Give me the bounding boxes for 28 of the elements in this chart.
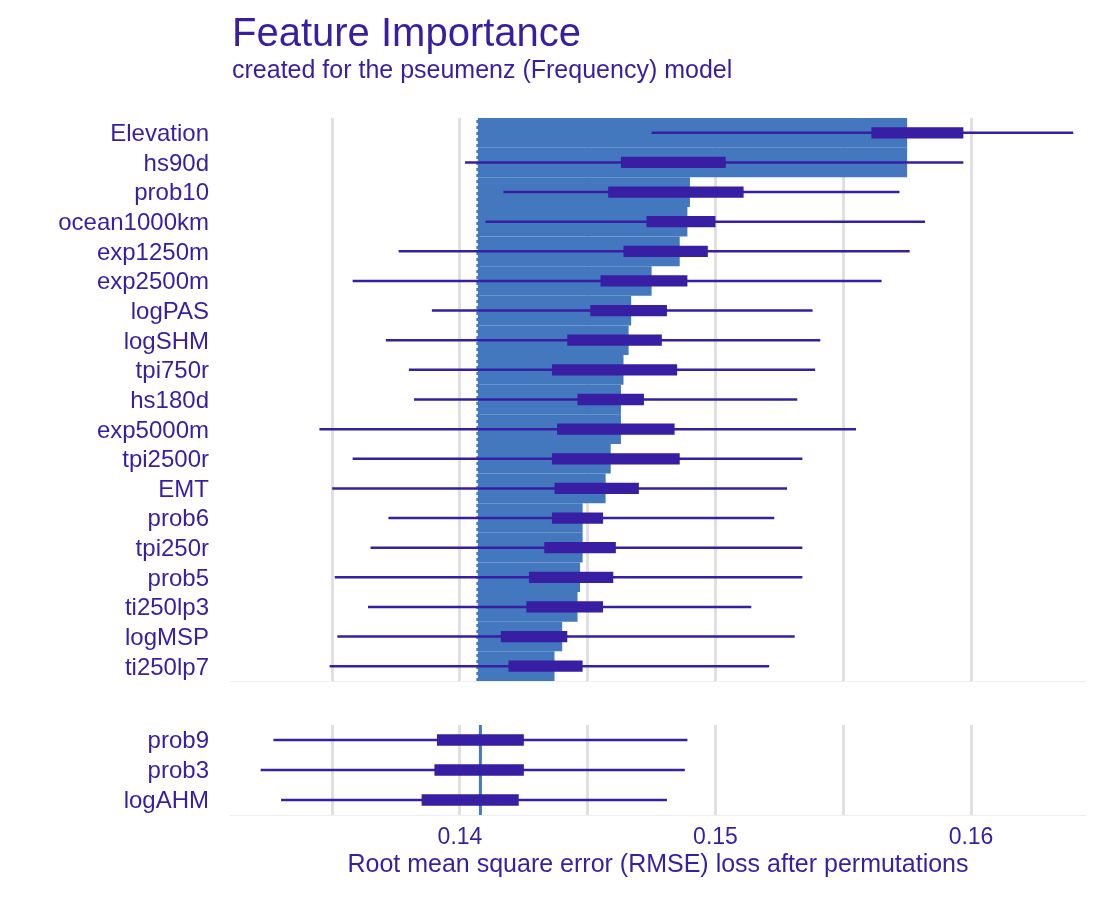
y-tick-label: prob9 [147,726,209,754]
y-tick-label: prob10 [134,178,209,206]
y-tick-label: exp1250m [96,237,209,265]
y-tick-label: ti250lp7 [124,652,209,680]
y-tick-label: tpi750r [135,356,209,384]
chart-title: Feature Importance [232,10,582,54]
y-tick-label: prob5 [147,563,209,591]
x-tick-label: 0.16 [948,822,994,849]
y-tick-label: Elevation [110,119,209,147]
y-tick-label: prob3 [147,756,209,784]
y-tick-label: EMT [158,474,210,502]
y-tick-label: exp5000m [96,415,209,443]
y-tick-label: ocean1000km [58,208,209,236]
y-tick-label: prob6 [147,504,209,532]
y-tick-label: tpi2500r [122,445,209,473]
y-tick-label: hs90d [143,148,209,176]
y-tick-label: logPAS [130,297,209,325]
x-tick-label: 0.15 [693,822,738,849]
chart-subtitle: created for the pseumenz (Frequency) model [232,55,733,83]
y-tick-label: logSHM [123,326,209,354]
x-axis-title: Root mean square error (RMSE) loss after permutations [347,848,969,877]
y-tick-label: logMSP [124,622,209,650]
y-tick-label: logAHM [123,786,209,814]
y-tick-label: exp2500m [96,267,209,295]
y-tick-label: tpi250r [135,534,209,562]
x-tick-label: 0.14 [437,822,483,849]
y-tick-label: ti250lp3 [124,593,209,621]
y-tick-label: hs180d [130,385,209,413]
